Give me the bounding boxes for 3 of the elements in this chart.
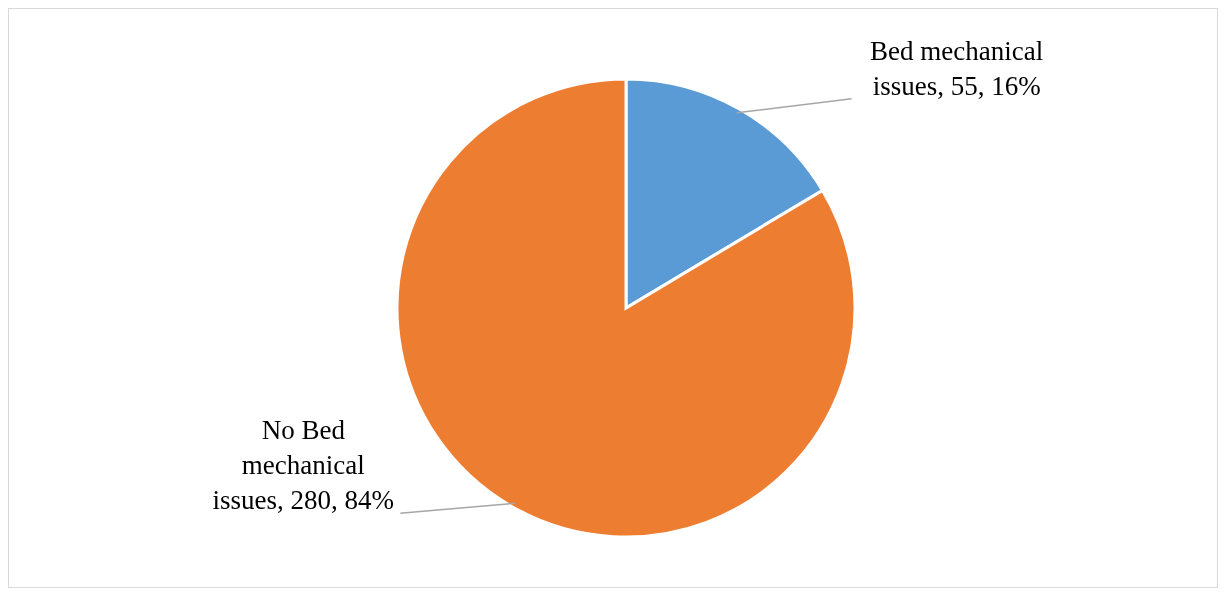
slice-label: Bed mechanical issues, 55, 16% (870, 35, 1044, 101)
slice-label: No Bed mechanical issues, 280, 84% (212, 415, 395, 516)
pie-slice (395, 77, 857, 539)
